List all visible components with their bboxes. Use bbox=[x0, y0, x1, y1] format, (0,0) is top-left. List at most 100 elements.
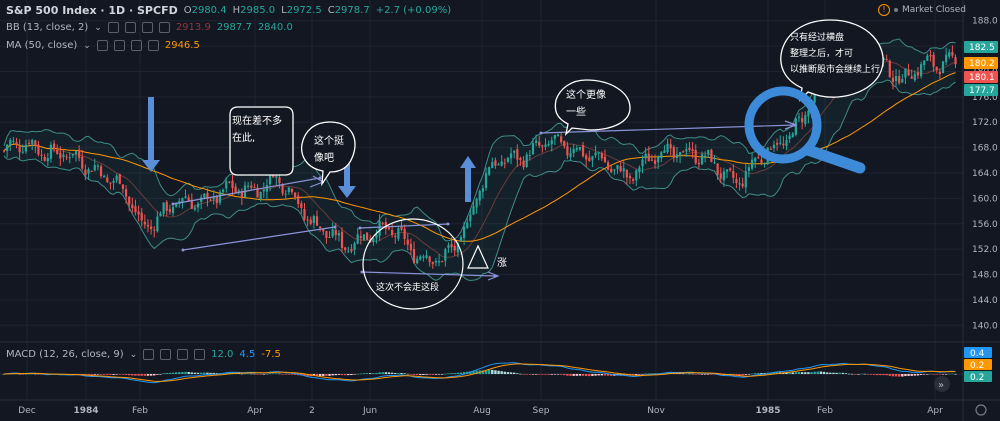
candle-body bbox=[284, 193, 287, 195]
more-icon[interactable] bbox=[147, 40, 159, 51]
chevron-down-icon[interactable]: ⌄ bbox=[129, 349, 138, 360]
price-badge bbox=[964, 71, 998, 83]
candle-body bbox=[907, 69, 910, 76]
candle-body bbox=[196, 203, 200, 208]
macd-histogram-bar bbox=[275, 373, 278, 374]
candle-body bbox=[481, 188, 484, 192]
macd-histogram-bar bbox=[162, 373, 165, 374]
settings-icon[interactable] bbox=[113, 40, 125, 51]
y-tick-label: 148.0 bbox=[972, 271, 998, 281]
y-tick-label: 164.0 bbox=[972, 169, 998, 179]
chevron-down-icon[interactable]: ⌄ bbox=[94, 22, 102, 33]
ohlc-low: L2972.5 bbox=[281, 5, 322, 16]
candle-body bbox=[337, 232, 341, 236]
macd-histogram-bar bbox=[431, 374, 435, 375]
price-badge bbox=[964, 84, 998, 96]
candle-body bbox=[24, 144, 28, 152]
more-icon[interactable] bbox=[158, 22, 170, 33]
eye-icon[interactable] bbox=[96, 40, 108, 51]
candle-body bbox=[9, 140, 12, 145]
candle-body bbox=[522, 160, 525, 168]
candle-body bbox=[394, 235, 397, 237]
macd-histogram-bar bbox=[325, 374, 328, 376]
settings-icon[interactable] bbox=[160, 349, 172, 360]
candle-body bbox=[506, 157, 510, 162]
candle-body bbox=[597, 152, 600, 154]
candle-body bbox=[919, 64, 923, 77]
macd-histogram-bar bbox=[397, 372, 400, 374]
macd-histogram-bar bbox=[866, 374, 870, 375]
macd-histogram-bar bbox=[528, 374, 532, 375]
candle-body bbox=[153, 229, 156, 231]
candle-body bbox=[234, 186, 237, 193]
macd-histogram-bar bbox=[807, 372, 810, 374]
bb-lower-line bbox=[3, 79, 956, 282]
macd-histogram-bar bbox=[27, 373, 31, 375]
settings-icon[interactable] bbox=[124, 22, 136, 33]
macd-histogram-bar bbox=[156, 374, 159, 375]
macd-histogram-bar bbox=[337, 374, 341, 375]
candle-body bbox=[103, 175, 106, 178]
eye-icon[interactable] bbox=[143, 349, 155, 360]
macd-histogram-bar bbox=[710, 374, 713, 375]
candle-body bbox=[281, 184, 284, 194]
macd-histogram-bar bbox=[735, 374, 738, 376]
x-tick-label: 1985 bbox=[755, 406, 780, 416]
macd-histogram-bar bbox=[581, 374, 585, 376]
speech-bubble-3 bbox=[554, 79, 631, 136]
candle-body bbox=[434, 260, 438, 263]
bb-basis-line bbox=[3, 61, 956, 258]
macd-histogram-bar bbox=[760, 372, 763, 374]
triangle-marker bbox=[467, 244, 489, 269]
candle-body bbox=[350, 248, 353, 252]
chevron-down-icon[interactable]: ⌄ bbox=[83, 40, 91, 51]
candle-body bbox=[447, 245, 450, 248]
box-top-end bbox=[446, 222, 450, 226]
market-status[interactable]: ! Market Closed bbox=[877, 4, 966, 16]
candle-body bbox=[484, 173, 488, 189]
macd-histogram-bar bbox=[84, 374, 87, 375]
candle-body bbox=[569, 153, 572, 158]
macd-histogram-bar bbox=[509, 372, 513, 374]
eye-icon[interactable] bbox=[107, 22, 119, 33]
macd-histogram-bar bbox=[487, 369, 491, 374]
close-icon[interactable] bbox=[177, 349, 189, 360]
macd-histogram-bar bbox=[566, 374, 569, 376]
close-icon[interactable] bbox=[141, 22, 153, 33]
candle-body bbox=[356, 234, 359, 244]
macd-histogram-bar bbox=[894, 374, 898, 377]
x-tick-label: Aug bbox=[473, 406, 491, 416]
macd-histogram-bar bbox=[99, 374, 103, 375]
macd-histogram-bar bbox=[281, 374, 284, 375]
candle-body bbox=[475, 198, 478, 208]
candle-body bbox=[954, 57, 957, 65]
candle-body bbox=[297, 195, 300, 204]
macd-histogram-bar bbox=[196, 372, 200, 374]
candle-body bbox=[303, 208, 306, 220]
macd-histogram-bar bbox=[112, 374, 115, 375]
macd-value-macd: 4.5 bbox=[239, 349, 256, 360]
macd-histogram-bar bbox=[315, 374, 319, 376]
macd-badge-label: 0.2 bbox=[970, 373, 984, 383]
box-bottom-end bbox=[360, 270, 364, 274]
candle-body bbox=[90, 171, 93, 173]
macd-histogram-bar bbox=[750, 373, 754, 375]
more-icon[interactable] bbox=[194, 349, 206, 360]
macd-badge bbox=[964, 371, 992, 382]
macd-histogram-bar bbox=[121, 374, 125, 375]
close-icon[interactable] bbox=[130, 40, 142, 51]
candle-body bbox=[547, 143, 550, 146]
x-tick-label: Dec bbox=[18, 406, 35, 416]
macd-histogram-bar bbox=[694, 374, 697, 375]
macd-histogram-bar bbox=[174, 372, 178, 374]
candle-body bbox=[359, 236, 362, 238]
trend-channel-lower bbox=[182, 226, 336, 251]
price-badge-label: 180.1 bbox=[969, 73, 995, 83]
candle-body bbox=[660, 152, 663, 159]
candle-body bbox=[757, 157, 760, 159]
macd-histogram-bar bbox=[24, 373, 28, 375]
y-tick-label: 168.0 bbox=[972, 144, 998, 154]
candle-body bbox=[278, 177, 281, 184]
